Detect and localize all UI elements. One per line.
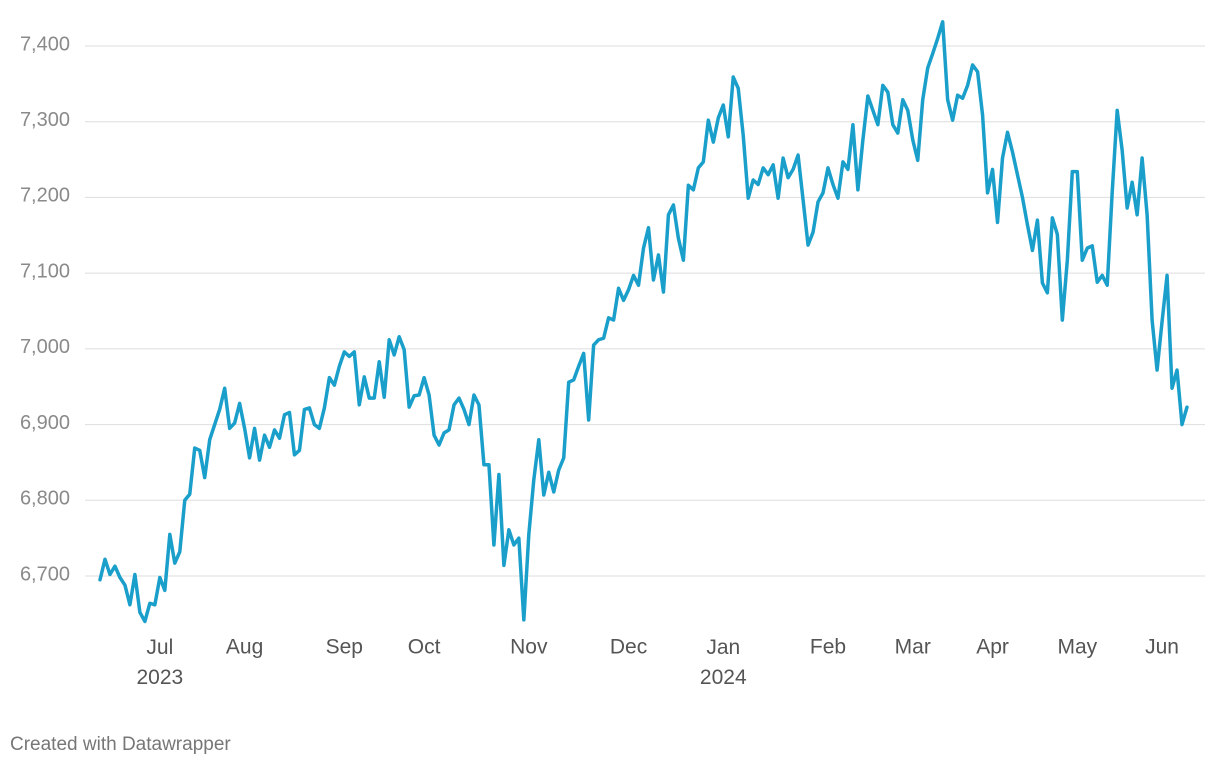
x-tick-label: Apr xyxy=(976,636,1009,659)
y-tick-label: 7,300 xyxy=(20,109,70,131)
x-tick-label: Jun xyxy=(1145,636,1179,659)
x-tick-label: Sep xyxy=(326,636,363,659)
y-tick-label: 7,200 xyxy=(20,185,70,207)
line xyxy=(98,20,1189,624)
x-tick-label: Mar xyxy=(895,636,931,659)
y-tick-label: 6,700 xyxy=(20,563,70,585)
x-tick-label: Aug xyxy=(226,636,263,659)
x-tick-label: Feb xyxy=(810,636,846,659)
x-tick-label: Dec xyxy=(610,636,647,659)
x-tick-label: Nov xyxy=(510,636,548,659)
y-tick-label: 7,400 xyxy=(20,33,70,55)
x-tick-label: Jan 2024 xyxy=(700,636,747,689)
y-tick-label: 7,000 xyxy=(20,336,70,358)
y-tick-label: 7,100 xyxy=(20,260,70,282)
footer: Created with Datawrapper xyxy=(10,734,231,755)
x-tick-label: Jul 2023 xyxy=(136,636,183,689)
x-tick-label: Oct xyxy=(408,636,441,659)
y-tick-label: 6,900 xyxy=(20,412,70,434)
x-tick-label: May xyxy=(1057,636,1097,659)
y-tick-label: 6,800 xyxy=(20,488,70,510)
